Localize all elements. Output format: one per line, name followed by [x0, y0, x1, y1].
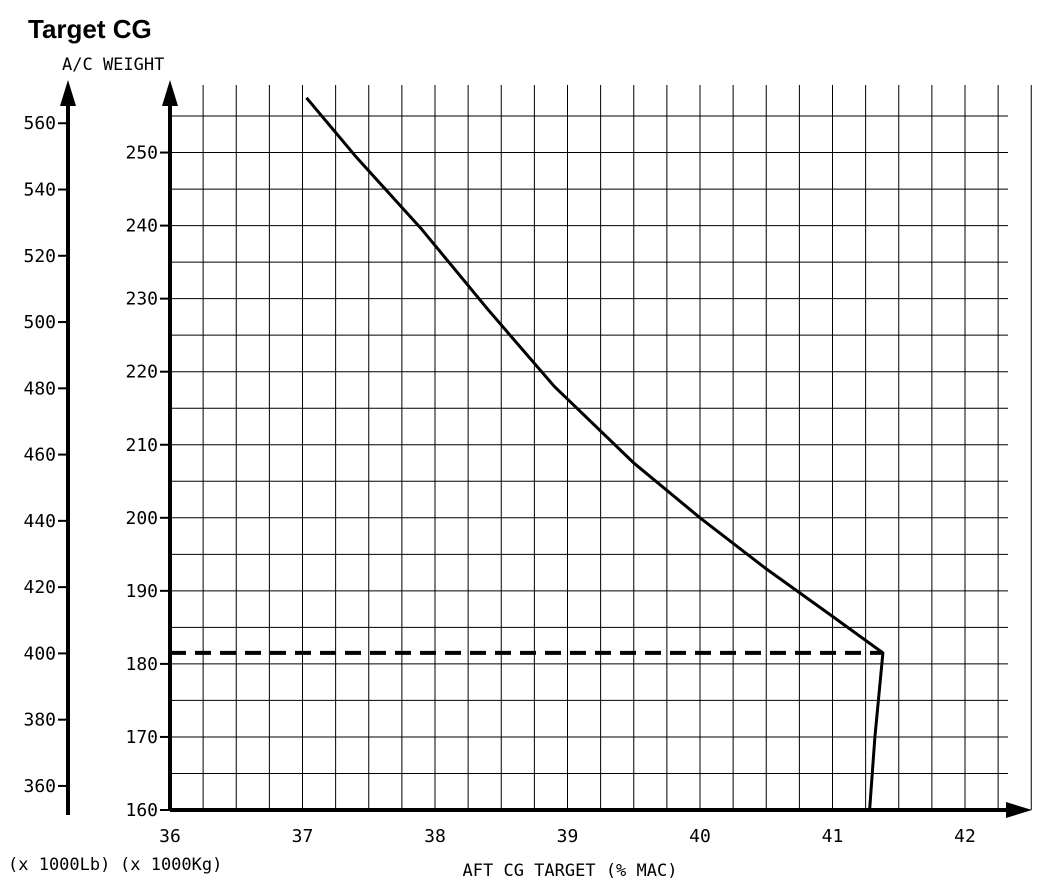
- y-tick-kg-label: 170: [125, 727, 158, 748]
- y-tick-lb-label: 440: [23, 511, 56, 532]
- y-axis-lb-arrow-icon: [60, 80, 76, 106]
- y-tick-lb-label: 500: [23, 312, 56, 333]
- x-tick-label: 36: [159, 826, 181, 847]
- y-tick-kg-label: 190: [125, 581, 158, 602]
- x-axis-arrow-icon: [1006, 802, 1032, 818]
- x-tick-label: 38: [424, 826, 446, 847]
- y-axis-kg-arrow-icon: [162, 80, 178, 106]
- y-tick-lb-label: 460: [23, 445, 56, 466]
- x-axis-label: AFT CG TARGET (% MAC): [463, 861, 678, 881]
- labels: 36 37 38 39 40 41 42 160 170 180 190 200 210 220 230 24…: [8, 55, 976, 881]
- y-tick-kg-label: 230: [125, 289, 158, 310]
- y-tick-lb-label: 520: [23, 246, 56, 267]
- y-tick-lb-label: 540: [23, 180, 56, 201]
- y-tick-lb-label: 480: [23, 378, 56, 399]
- axes: [58, 80, 1032, 818]
- unit-lb-label: (x 1000Lb): [8, 855, 110, 875]
- chart-title: Target CG: [28, 14, 152, 44]
- y-tick-kg-label: 250: [125, 143, 158, 164]
- target-cg-curve: [305, 96, 885, 811]
- y-tick-lb-label: 420: [23, 577, 56, 598]
- x-tick-label: 37: [292, 826, 314, 847]
- y-tick-kg-label: 200: [125, 508, 158, 529]
- y-tick-lb-label: 400: [23, 643, 56, 664]
- y-axis-label: A/C WEIGHT: [62, 55, 164, 75]
- y-tick-kg-label: 210: [125, 435, 158, 456]
- grid: [170, 85, 1032, 810]
- y-tick-kg-label: 160: [125, 800, 158, 821]
- y-tick-lb-label: 380: [23, 710, 56, 731]
- y-tick-kg-label: 220: [125, 362, 158, 383]
- y-tick-kg-label: 240: [125, 216, 158, 237]
- series: [170, 96, 885, 811]
- x-tick-label: 42: [954, 826, 976, 847]
- x-tick-label: 40: [689, 826, 711, 847]
- x-tick-label: 39: [557, 826, 579, 847]
- unit-kg-label: (x 1000Kg): [120, 855, 222, 875]
- x-tick-label: 41: [822, 826, 844, 847]
- y-tick-kg-label: 180: [125, 654, 158, 675]
- y-tick-lb-label: 360: [23, 776, 56, 797]
- y-tick-lb-label: 560: [23, 113, 56, 134]
